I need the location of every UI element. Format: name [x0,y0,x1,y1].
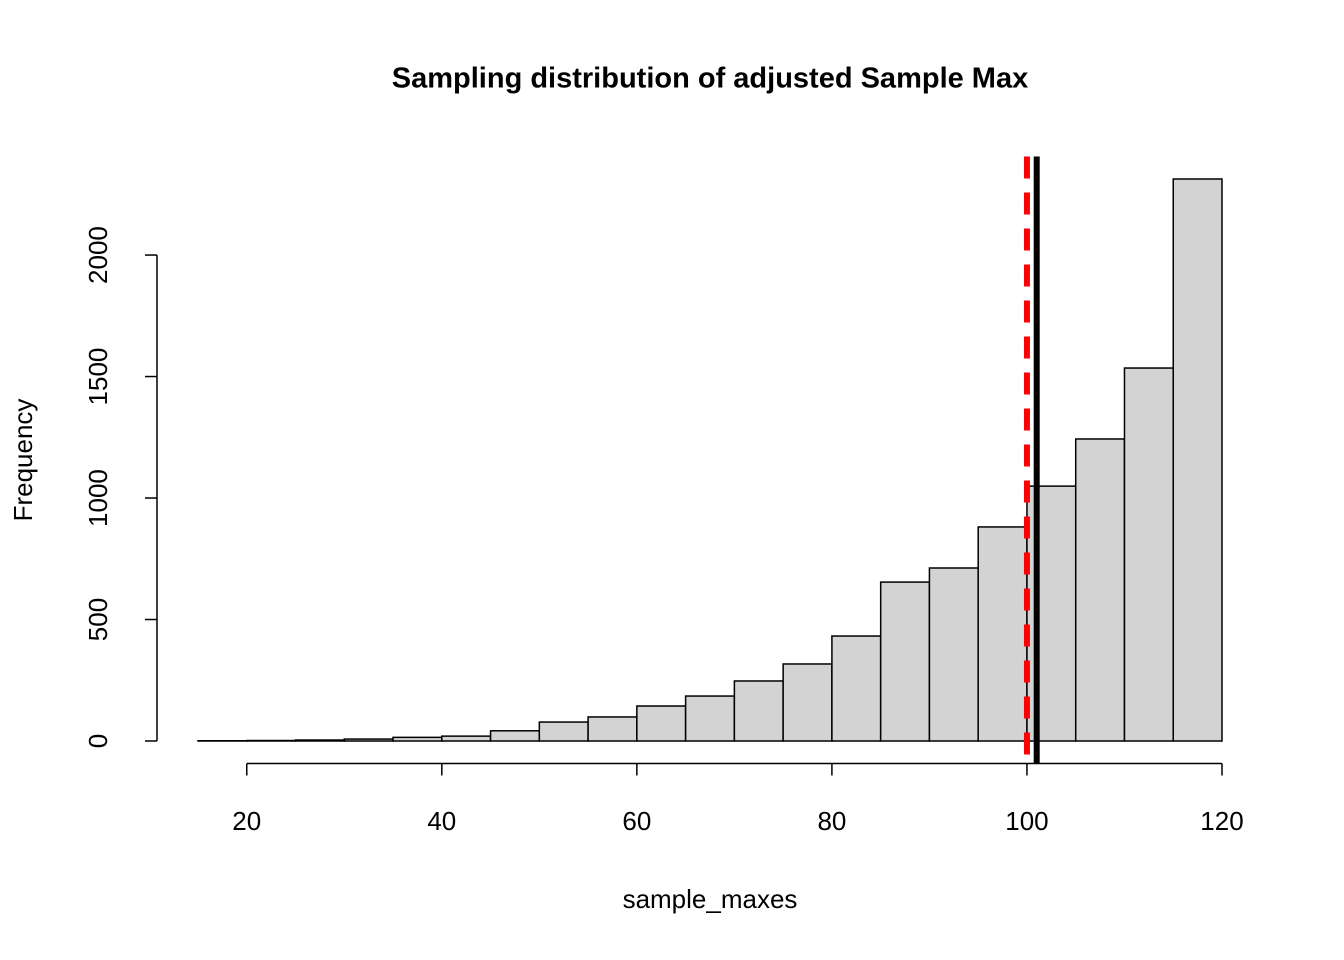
y-tick-label: 0 [83,734,113,748]
chart-title: Sampling distribution of adjusted Sample… [392,63,1028,95]
bar [733,680,784,742]
x-tick-label: 100 [1005,806,1048,836]
bar [636,705,687,742]
bar [538,721,589,742]
bar [294,739,346,742]
x-tick-label: 60 [622,806,651,836]
x-tick-label: 120 [1200,806,1243,836]
bar [684,695,736,742]
x-tick-label: 20 [232,806,261,836]
bar [392,736,443,742]
y-tick-label: 1500 [83,348,113,406]
bar [879,581,931,742]
y-tick-label: 500 [83,598,113,641]
bar [928,567,979,742]
y-axis-label: Frequency [8,399,38,522]
bar [1074,438,1126,742]
bar [782,663,833,742]
bar [977,526,1028,742]
bar [587,716,638,742]
bar [1123,367,1174,742]
x-tick-label: 80 [817,806,846,836]
x-tick-label: 40 [427,806,456,836]
x-axis-label: sample_maxes [623,884,798,914]
bar [1172,178,1223,742]
y-tick-label: 1000 [83,469,113,527]
bar [489,730,541,742]
bar [831,635,882,742]
y-tick-label: 2000 [83,226,113,284]
bar [441,735,492,742]
bar [343,738,394,742]
